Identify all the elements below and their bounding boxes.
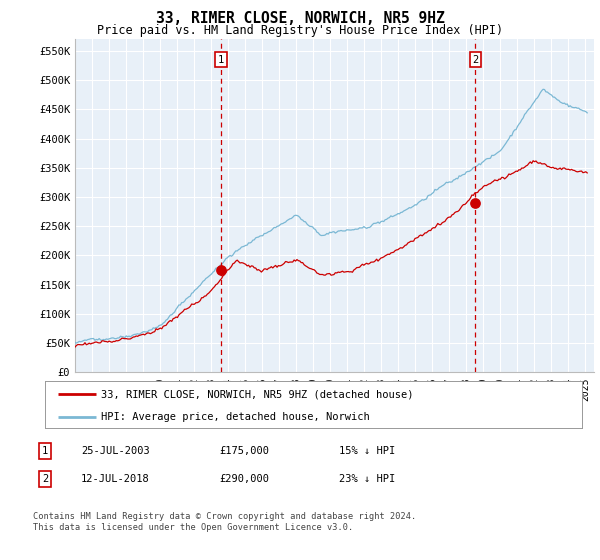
Point bbox=[216, 265, 226, 274]
Text: £290,000: £290,000 bbox=[219, 474, 269, 484]
Text: 1: 1 bbox=[218, 55, 224, 64]
Text: £175,000: £175,000 bbox=[219, 446, 269, 456]
Text: Price paid vs. HM Land Registry's House Price Index (HPI): Price paid vs. HM Land Registry's House … bbox=[97, 24, 503, 37]
Text: Contains HM Land Registry data © Crown copyright and database right 2024.
This d: Contains HM Land Registry data © Crown c… bbox=[33, 512, 416, 532]
Point bbox=[470, 198, 480, 207]
Text: 15% ↓ HPI: 15% ↓ HPI bbox=[339, 446, 395, 456]
Text: 2: 2 bbox=[472, 55, 479, 64]
Text: 33, RIMER CLOSE, NORWICH, NR5 9HZ (detached house): 33, RIMER CLOSE, NORWICH, NR5 9HZ (detac… bbox=[101, 389, 414, 399]
Text: HPI: Average price, detached house, Norwich: HPI: Average price, detached house, Norw… bbox=[101, 412, 370, 422]
Text: 33, RIMER CLOSE, NORWICH, NR5 9HZ: 33, RIMER CLOSE, NORWICH, NR5 9HZ bbox=[155, 11, 445, 26]
Text: 12-JUL-2018: 12-JUL-2018 bbox=[81, 474, 150, 484]
Text: 23% ↓ HPI: 23% ↓ HPI bbox=[339, 474, 395, 484]
Text: 2: 2 bbox=[42, 474, 48, 484]
Text: 25-JUL-2003: 25-JUL-2003 bbox=[81, 446, 150, 456]
Text: 1: 1 bbox=[42, 446, 48, 456]
